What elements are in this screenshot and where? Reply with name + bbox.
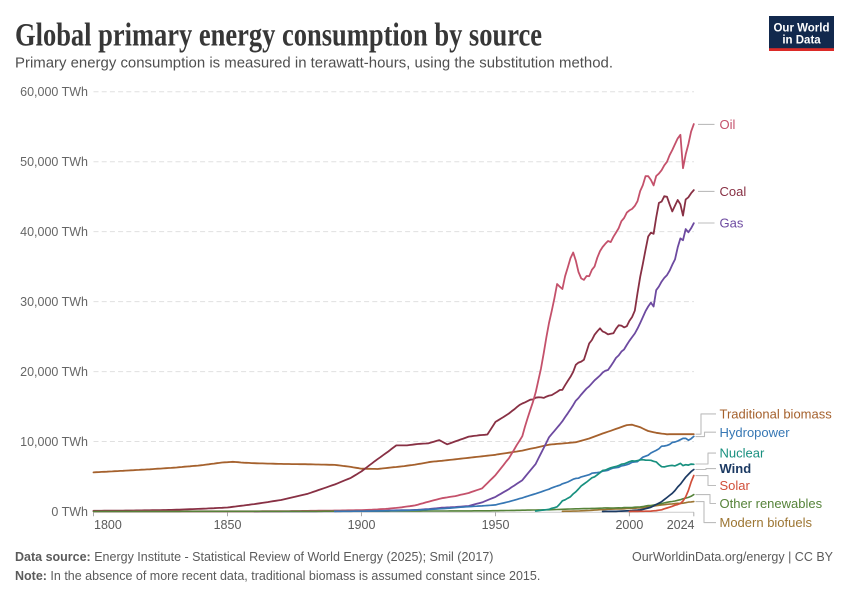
svg-text:40,000 TWh: 40,000 TWh: [20, 225, 88, 239]
svg-text:2024: 2024: [667, 518, 695, 532]
svg-text:Nuclear: Nuclear: [720, 446, 765, 461]
svg-text:Modern biofuels: Modern biofuels: [720, 515, 813, 530]
svg-text:Oil: Oil: [720, 117, 736, 132]
svg-text:0 TWh: 0 TWh: [51, 505, 88, 519]
svg-text:Traditional biomass: Traditional biomass: [720, 407, 833, 422]
svg-text:Wind: Wind: [720, 461, 752, 476]
svg-text:60,000 TWh: 60,000 TWh: [20, 85, 88, 99]
svg-text:1900: 1900: [348, 518, 376, 532]
svg-text:Hydropower: Hydropower: [720, 425, 791, 440]
svg-text:OurWorldinData.org/energy | CC: OurWorldinData.org/energy | CC BY: [632, 550, 834, 564]
svg-text:10,000 TWh: 10,000 TWh: [20, 435, 88, 449]
svg-text:50,000 TWh: 50,000 TWh: [20, 155, 88, 169]
svg-text:30,000 TWh: 30,000 TWh: [20, 295, 88, 309]
svg-text:Our World: Our World: [773, 23, 829, 35]
svg-text:in Data: in Data: [782, 35, 821, 47]
svg-text:Gas: Gas: [720, 216, 744, 231]
svg-text:1850: 1850: [214, 518, 242, 532]
svg-text:2000: 2000: [615, 518, 643, 532]
svg-text:1800: 1800: [94, 518, 122, 532]
svg-text:Solar: Solar: [720, 478, 751, 493]
svg-text:Global primary energy consumpt: Global primary energy consumption by sou…: [15, 18, 542, 54]
svg-text:Primary energy consumption is: Primary energy consumption is measured i…: [15, 55, 613, 72]
svg-text:20,000 TWh: 20,000 TWh: [20, 365, 88, 379]
svg-text:1950: 1950: [482, 518, 510, 532]
svg-text:Note: In the absence of more r: Note: In the absence of more recent data…: [15, 569, 540, 583]
svg-text:Coal: Coal: [720, 184, 747, 199]
svg-text:Other renewables: Other renewables: [720, 496, 823, 511]
svg-text:Data source: Energy Institute: Data source: Energy Institute - Statisti…: [15, 550, 493, 564]
